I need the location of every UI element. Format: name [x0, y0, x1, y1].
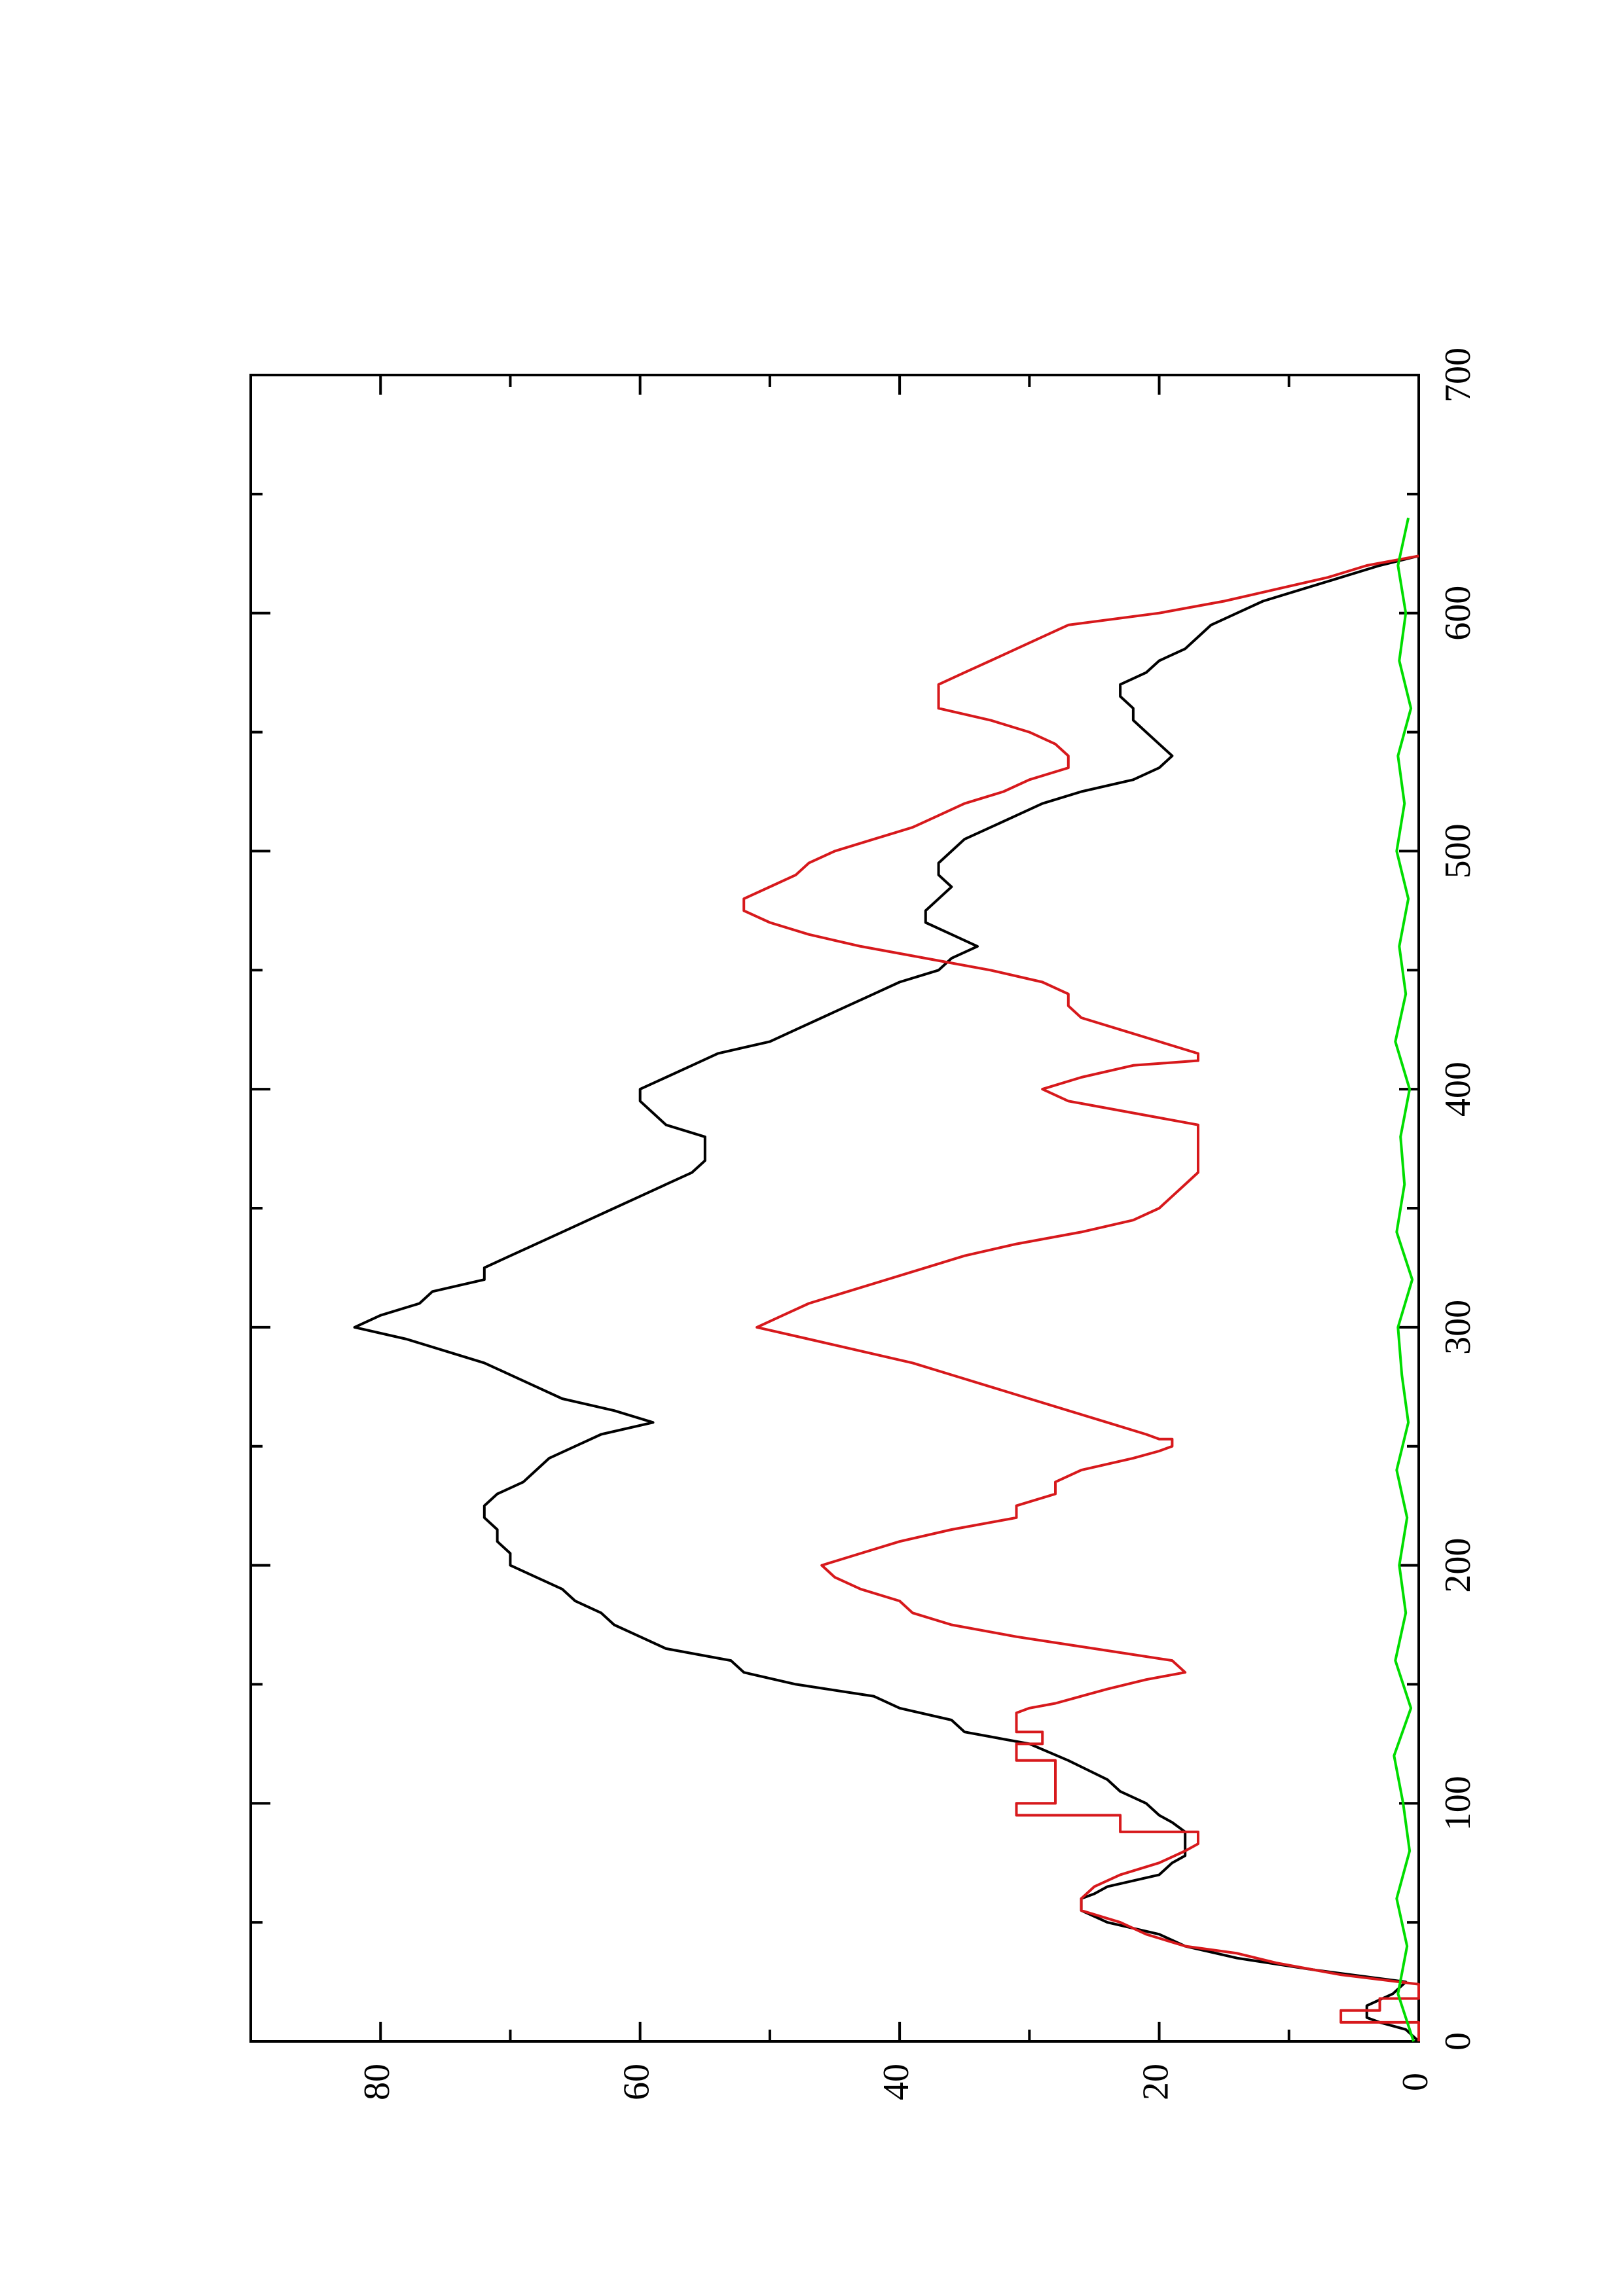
axis-tick-labels: 0 100 200 300 400 500 600 700 0 20 40 60 80	[357, 348, 1478, 2100]
axis-ticks	[249, 374, 1420, 2043]
x-tick-label: 700	[1438, 348, 1478, 403]
series-line-1	[353, 554, 1420, 2043]
y-tick-label: 0	[1395, 2073, 1436, 2091]
y-tick-label: 60	[617, 2064, 657, 2100]
y-tick-label: 40	[876, 2064, 917, 2100]
data-series	[353, 517, 1420, 2043]
x-tick-label: 500	[1438, 823, 1478, 878]
x-tick-label: 400	[1438, 1062, 1478, 1117]
x-tick-label: 300	[1438, 1300, 1478, 1355]
y-tick-label: 20	[1135, 2064, 1176, 2100]
x-tick-label: 600	[1438, 586, 1478, 641]
x-tick-label: 200	[1438, 1538, 1478, 1593]
y-tick-label: 80	[357, 2064, 397, 2100]
series-line-2	[742, 554, 1420, 2041]
x-tick-label: 0	[1438, 2032, 1478, 2051]
x-tick-label: 100	[1438, 1776, 1478, 1831]
plot-area-frame	[249, 374, 1420, 2043]
series-line-3	[1393, 517, 1415, 2042]
